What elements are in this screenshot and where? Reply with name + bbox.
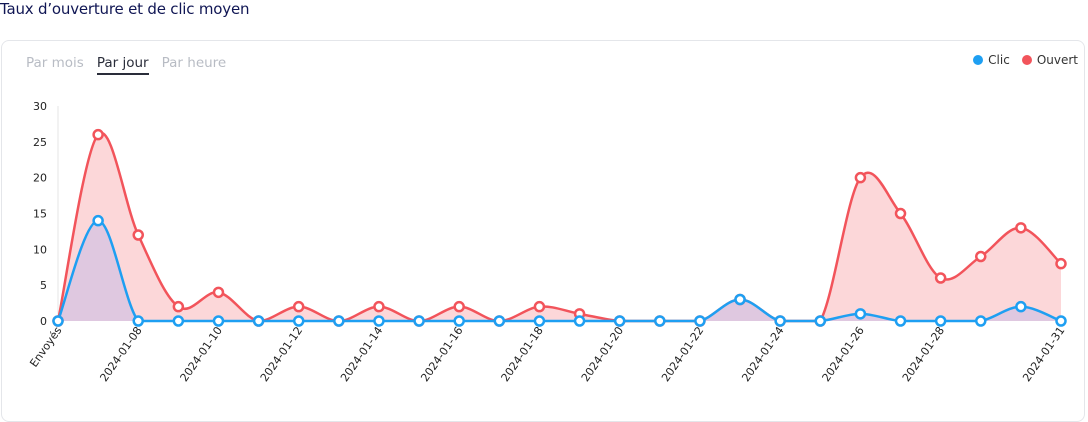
data-point-ouvert [975,250,987,263]
data-point-clic [613,315,626,327]
x-tick-label: 2024-01-26 [820,324,867,384]
data-point-clic [453,315,465,327]
x-tick-label: Envoyés [27,324,64,369]
y-tick-label: 15 [33,208,47,221]
series-area-ouvert [58,133,1061,321]
data-point-clic [252,315,265,327]
data-point-clic [373,315,385,327]
data-point-clic [52,315,64,327]
y-tick-label: 25 [33,136,47,149]
data-point-clic [934,315,947,327]
y-tick-label: 20 [33,172,47,185]
x-tick-label: 2024-01-22 [659,324,706,384]
data-point-clic [734,293,746,306]
data-point-clic [413,315,425,327]
x-tick-label: 2024-01-18 [499,324,546,384]
y-tick-label: 10 [33,243,47,256]
data-point-clic [573,315,586,327]
data-point-ouvert [934,272,947,284]
data-point-ouvert [453,300,465,313]
legend-dot-clic-icon [973,55,984,65]
data-point-ouvert [894,207,907,220]
data-point-clic [854,308,867,320]
data-point-ouvert [132,229,144,241]
data-point-ouvert [854,171,867,184]
x-tick-label: 2024-01-24 [739,324,786,384]
data-point-ouvert [92,128,104,141]
x-tick-label: 2024-01-20 [579,324,626,384]
data-point-clic [172,315,185,327]
data-point-clic [1055,315,1067,327]
y-tick-label: 0 [40,315,47,328]
data-point-clic [975,315,987,327]
legend-dot-ouvert-icon [1021,55,1032,65]
data-point-clic [92,214,104,227]
x-tick-label: 2024-01-16 [418,324,465,384]
page-title: Taux d’ouverture et de clic moyen [0,0,250,18]
period-tabs: Par mois Par jour Par heure [26,55,226,75]
data-point-clic [132,315,144,327]
data-point-clic [694,315,706,327]
data-point-ouvert [373,300,385,313]
legend-label-clic: Clic [988,53,1010,67]
x-tick-label: 2024-01-12 [258,324,305,384]
data-point-clic [212,315,225,327]
x-tick-label: 2024-01-14 [338,324,385,384]
tab-par-mois[interactable]: Par mois [26,55,84,71]
data-point-clic [814,315,827,327]
legend-item-clic[interactable]: Clic [973,53,1010,67]
data-point-clic [333,315,345,327]
legend-label-ouvert: Ouvert [1036,53,1078,67]
data-point-ouvert [212,286,225,299]
data-point-ouvert [1015,222,1027,234]
y-tick-label: 30 [33,100,47,113]
data-point-clic [1015,300,1027,313]
x-tick-label: 2024-01-10 [178,324,225,384]
data-point-clic [533,315,546,327]
x-tick-label: 2024-01-08 [97,324,144,384]
data-point-clic [493,315,506,327]
data-point-clic [894,315,907,327]
data-point-ouvert [292,300,305,313]
x-tick-label: 2024-01-28 [900,324,947,384]
legend-item-ouvert[interactable]: Ouvert [1021,53,1078,67]
data-point-clic [774,315,786,327]
line-area-chart: 0 5 10 15 20 25 30 Envoyés 2024-01-08 2024-01-10 2… [27,100,1067,384]
chart-legend: Clic Ouvert [973,53,1078,67]
tab-par-heure[interactable]: Par heure [161,55,227,71]
data-point-ouvert [1055,257,1067,270]
x-tick-label: 2024-01-31 [1020,324,1067,384]
series-line-ouvert [56,131,1062,323]
data-point-clic [292,315,305,327]
tab-par-jour[interactable]: Par jour [96,55,149,75]
data-point-ouvert [533,300,546,313]
y-tick-label: 5 [40,279,47,292]
data-point-clic [654,315,666,327]
data-point-ouvert [172,300,185,313]
